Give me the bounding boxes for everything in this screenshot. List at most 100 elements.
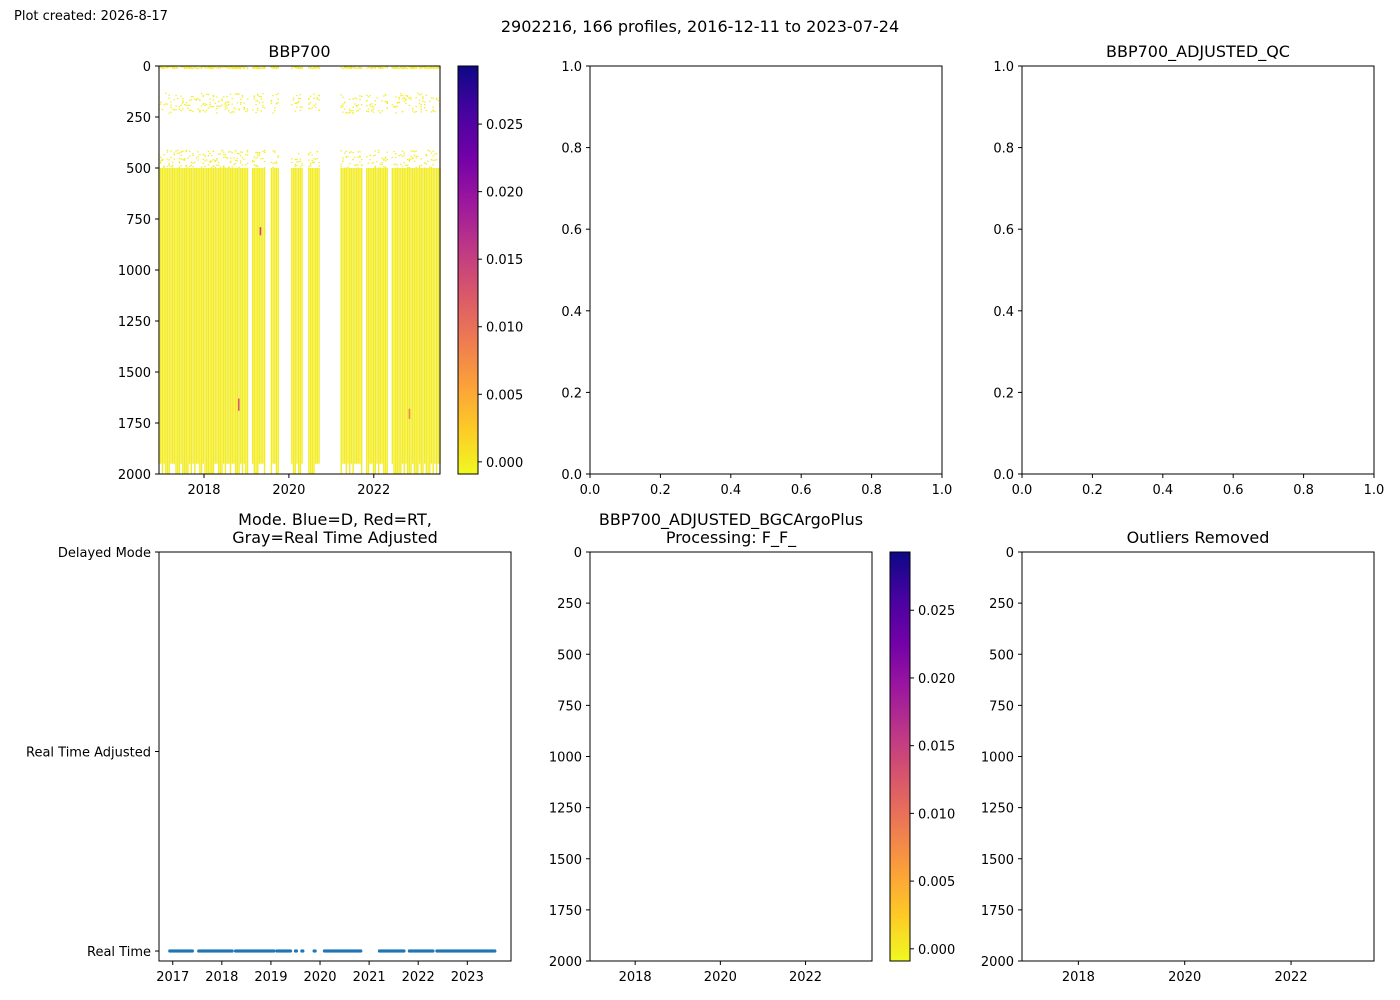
sparse-sample [395,156,397,159]
sparse-sample [197,156,199,158]
colorbar-tick-label: 0.005 [486,388,523,403]
sparse-sample [173,158,176,160]
sparse-sample [420,66,422,68]
sparse-sample [238,67,240,69]
sparse-sample [226,67,228,69]
sparse-sample [205,159,208,161]
sparse-sample [425,109,428,112]
sparse-sample [422,96,424,98]
sparse-sample [412,67,414,70]
sparse-sample [432,155,434,157]
sparse-sample [367,108,370,110]
sparse-sample [241,164,244,166]
sparse-sample [296,165,298,167]
sparse-sample [384,160,387,162]
sparse-sample [418,66,421,68]
sparse-sample [432,159,434,161]
sparse-sample [262,106,264,108]
sparse-sample [294,66,296,68]
sparse-sample [301,164,303,167]
sparse-sample [187,66,189,68]
mode-point [288,949,293,953]
sparse-sample [205,109,208,111]
x-tick-label: 2019 [254,970,287,985]
sparse-sample [187,157,189,159]
sparse-sample [202,94,204,97]
sparse-sample [221,67,223,69]
sparse-sample [410,155,412,157]
colorbar-tick-label: 0.000 [918,943,955,958]
sparse-sample [182,102,184,104]
sparse-sample [369,67,371,69]
sparse-sample [422,100,424,102]
sparse-sample [234,66,237,68]
sparse-sample [236,102,239,104]
sparse-sample [374,167,376,169]
sparse-sample [185,102,187,104]
sparse-sample [216,164,218,166]
sparse-sample [166,149,169,151]
mode-point [294,949,299,953]
sparse-sample [393,66,395,69]
sparse-sample [202,158,204,161]
sparse-sample [257,100,259,102]
sparse-sample [231,103,233,105]
sparse-sample [263,167,266,169]
sparse-sample [180,104,182,106]
sparse-sample [188,104,191,106]
sparse-sample [275,66,278,69]
sparse-sample [350,66,353,69]
sparse-sample [374,100,376,102]
sparse-sample [425,66,428,68]
sparse-sample [374,66,376,69]
sparse-sample [316,150,319,153]
sparse-sample [199,109,201,111]
sparse-sample [217,105,220,107]
sparse-sample [170,150,172,152]
sparse-sample [217,67,220,70]
sparse-sample [383,95,385,97]
sparse-sample [418,94,421,96]
sparse-sample [221,100,223,102]
x-tick-label: 2021 [353,970,386,985]
sparse-sample [429,166,431,168]
sparse-sample [209,102,211,104]
sparse-sample [216,159,218,161]
x-tick-label: 1.0 [932,483,953,498]
sparse-sample [168,66,170,68]
sparse-sample [386,102,388,105]
sparse-sample [183,66,186,68]
y-tick-label: 1000 [118,264,151,279]
sparse-sample [296,102,298,105]
sparse-sample [204,103,206,105]
sparse-sample [178,152,181,154]
sparse-sample [345,66,348,68]
y-tick-label: 0.6 [561,223,582,238]
sparse-sample [228,166,230,168]
sparse-sample [221,104,223,106]
sparse-sample [211,105,213,108]
sparse-sample [231,152,233,154]
sparse-sample [272,150,274,152]
sparse-sample [228,101,230,103]
sparse-sample [246,68,249,70]
y-tick-label: 1250 [549,802,582,817]
sparse-sample [309,67,312,69]
sparse-sample [253,66,256,68]
sparse-sample [251,109,254,111]
sparse-sample [251,159,254,162]
sparse-sample [401,165,404,168]
sparse-sample [207,67,210,69]
sparse-sample [175,94,177,97]
sparse-sample [425,68,428,70]
sparse-sample [223,151,225,153]
sparse-sample [386,102,388,104]
sparse-sample [275,94,278,96]
sparse-sample [258,152,261,154]
sparse-sample [294,163,296,166]
sparse-sample [352,98,354,100]
sparse-sample [171,108,174,110]
sparse-sample [229,160,232,163]
sparse-sample [345,150,348,153]
sparse-sample [185,149,187,151]
